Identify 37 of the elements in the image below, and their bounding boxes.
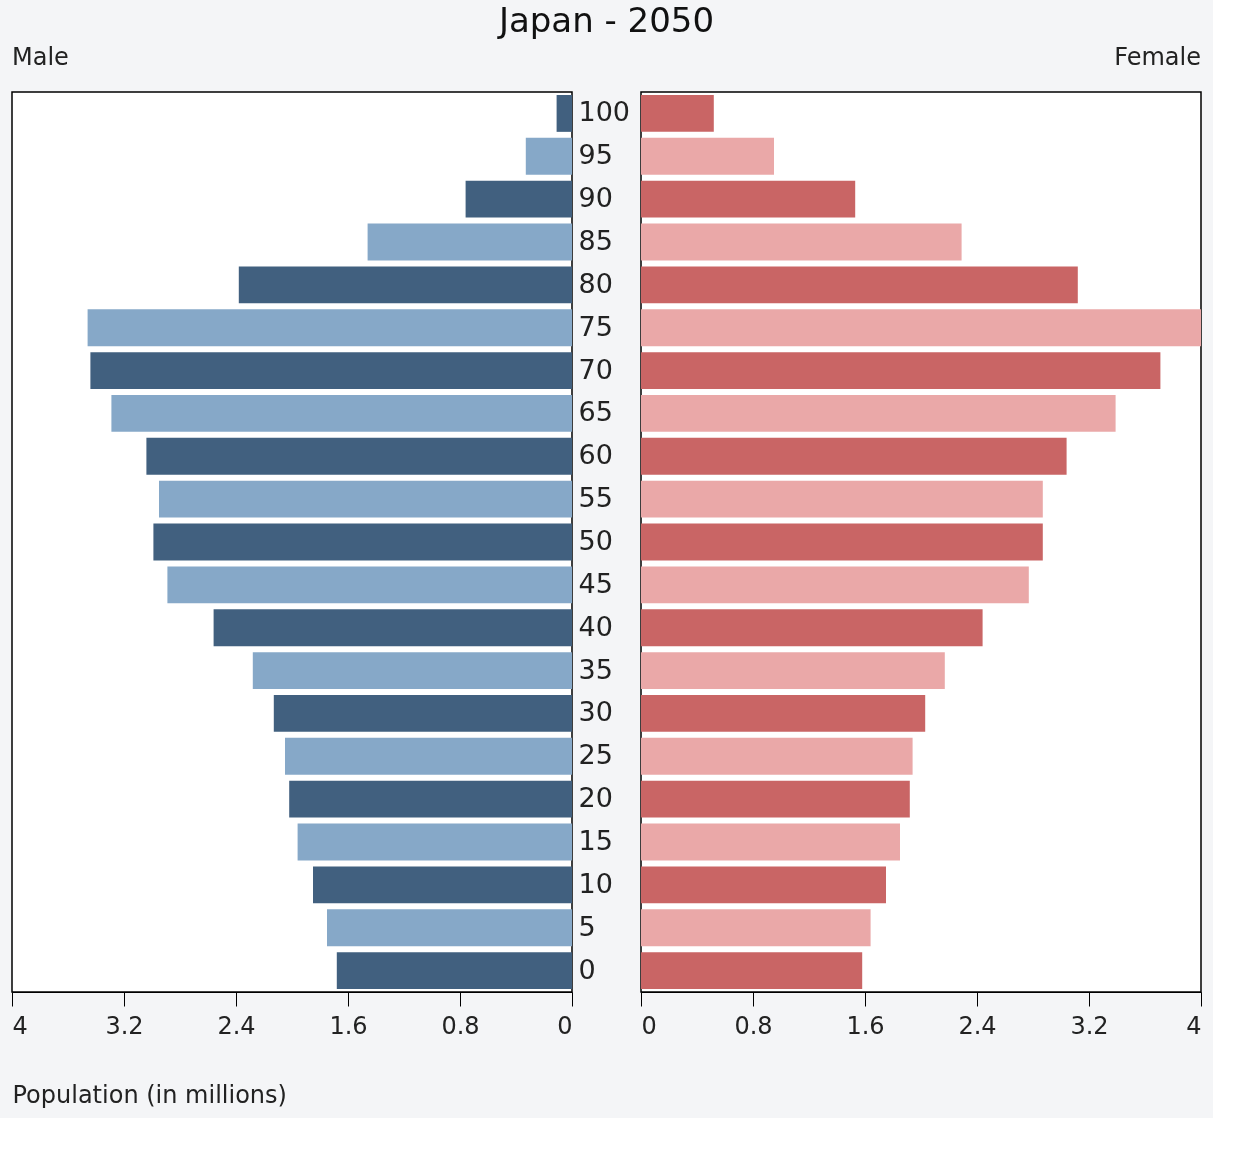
y-tick-label: 70 [578,353,613,385]
y-tick-label: 85 [578,225,613,256]
x-tick-label: 0 [641,1011,657,1040]
y-tick-label: 20 [578,782,613,814]
y-tick-label: 10 [578,867,613,899]
y-tick-label: 60 [578,439,613,471]
y-tick-label: 40 [578,610,613,642]
text: Female [1114,43,1201,71]
x-tick-label: 1.6 [846,1011,885,1040]
x-tick-label: 0 [557,1011,573,1040]
y-tick-label: 90 [578,182,613,214]
y-tick-label: 95 [578,139,613,171]
chart-title: Japan - 2050 [496,0,715,41]
x-tick-label: 2.4 [217,1011,256,1040]
y-tick-label: 35 [578,653,613,685]
y-tick-label: 15 [578,825,613,856]
x-tick-label: 3.2 [1070,1011,1109,1040]
x-axis-title: Population (in millions) [12,1080,287,1109]
text: Male [12,43,69,71]
y-tick-label: 50 [578,525,613,556]
y-tick-label: 100 [578,96,631,128]
y-tick-label: 0 [578,953,596,985]
y-tick-label: 45 [578,567,613,599]
x-tick-label: 3.2 [105,1011,144,1040]
x-tick-label: 4 [12,1011,28,1040]
y-tick-label: 75 [578,310,613,342]
y-tick-label: 25 [578,739,613,771]
y-tick-label: 65 [578,396,613,428]
x-tick-label: 0.8 [734,1011,773,1040]
x-tick-label: 1.6 [329,1011,368,1040]
x-tick-label: 0.8 [441,1011,480,1040]
x-tick-label: 4 [1186,1011,1202,1040]
y-tick-label: 80 [578,267,613,299]
y-tick-label: 5 [578,910,596,942]
y-tick-label: 55 [578,482,613,514]
x-tick-label: 2.4 [958,1011,997,1040]
y-tick-label: 30 [578,696,613,728]
